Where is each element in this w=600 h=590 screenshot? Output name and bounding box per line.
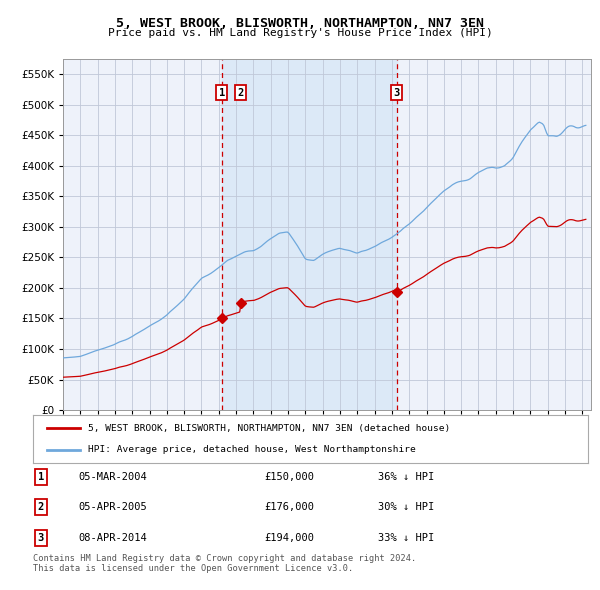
Text: £150,000: £150,000	[264, 472, 314, 481]
Text: 1: 1	[38, 472, 44, 481]
Text: 2: 2	[38, 503, 44, 512]
Text: 33% ↓ HPI: 33% ↓ HPI	[378, 533, 434, 543]
Text: This data is licensed under the Open Government Licence v3.0.: This data is licensed under the Open Gov…	[33, 565, 353, 573]
Text: 3: 3	[394, 87, 400, 97]
Text: 05-MAR-2004: 05-MAR-2004	[78, 472, 147, 481]
Text: £176,000: £176,000	[264, 503, 314, 512]
Text: 05-APR-2005: 05-APR-2005	[78, 503, 147, 512]
Text: 2: 2	[238, 87, 244, 97]
Text: 36% ↓ HPI: 36% ↓ HPI	[378, 472, 434, 481]
Text: 30% ↓ HPI: 30% ↓ HPI	[378, 503, 434, 512]
Text: 3: 3	[38, 533, 44, 543]
Text: Price paid vs. HM Land Registry's House Price Index (HPI): Price paid vs. HM Land Registry's House …	[107, 28, 493, 38]
Text: 5, WEST BROOK, BLISWORTH, NORTHAMPTON, NN7 3EN: 5, WEST BROOK, BLISWORTH, NORTHAMPTON, N…	[116, 17, 484, 30]
Bar	[222, 59, 397, 410]
Text: 08-APR-2014: 08-APR-2014	[78, 533, 147, 543]
Text: 5, WEST BROOK, BLISWORTH, NORTHAMPTON, NN7 3EN (detached house): 5, WEST BROOK, BLISWORTH, NORTHAMPTON, N…	[89, 424, 451, 433]
Text: £194,000: £194,000	[264, 533, 314, 543]
Text: Contains HM Land Registry data © Crown copyright and database right 2024.: Contains HM Land Registry data © Crown c…	[33, 554, 416, 563]
Text: 1: 1	[218, 87, 225, 97]
Text: HPI: Average price, detached house, West Northamptonshire: HPI: Average price, detached house, West…	[89, 445, 416, 454]
